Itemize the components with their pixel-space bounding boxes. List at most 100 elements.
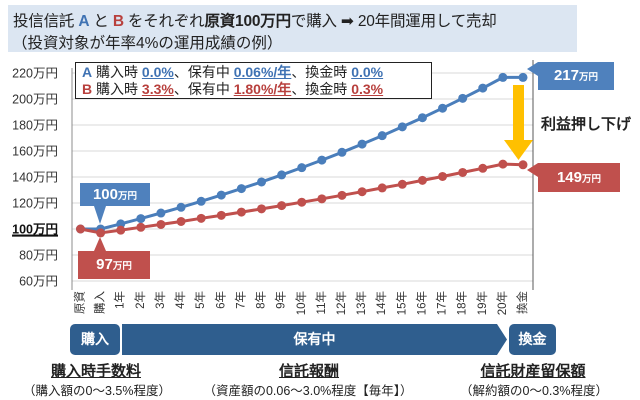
x-tick-label: 換金 [515,291,529,314]
series-b-point [438,171,448,181]
timeline-buy: 購入 [70,324,120,355]
x-tick-label: 20年 [495,291,509,315]
y-tick-label: 140万円 [12,171,58,185]
legend-fund-b: B [82,81,93,97]
fund-a-label: A [78,13,90,30]
series-b-point [297,197,307,207]
header-text: をそれぞれ [123,13,205,30]
series-a-point [417,113,427,123]
callout-value: 149 [556,169,582,186]
timeline-sell: 換金 [509,324,556,355]
series-a-point [438,103,448,113]
series-a-point [397,122,407,132]
x-tick-label: 16年 [414,291,428,315]
x-tick-labels: 原資 購入 1年 2年 3年 4年 5年 6年 7年 8年 9年 10年 11年 12年 13年 14年 15年… [74,291,530,316]
header-banner: 投信信託 A と B をそれぞれ原資100万円で購入 ➡ 20年間運用して売却 … [8,5,577,52]
series-b-point [257,204,267,214]
series-a-point [156,208,166,218]
x-tick-label: 1年 [113,291,127,309]
callout-value: 217 [553,67,579,84]
series-b-point [236,207,246,217]
series-b-point [458,167,468,177]
x-tick-label: 19年 [475,291,489,315]
profit-drag-label: 利益押し下げ [541,116,632,133]
series-a-point [116,219,126,229]
fee-legend: A 購入時 0.0%、保有中 0.06%/年、換金時 0.0% B 購入時 3.… [75,62,432,99]
purchase-fee-detail: （購入額の0～3.5%程度） [23,384,171,398]
trust-fee-detail: （資産額の0.06～3.0%程度【毎年】） [203,384,413,398]
x-tick-label: 10年 [294,291,308,315]
series-a-point [518,72,528,82]
series-a-point [317,155,327,165]
callout-b-end: 149万円 [538,163,620,192]
header-text: と [89,13,113,30]
y-tick-label: 60万円 [19,275,58,289]
x-tick-label: 7年 [233,291,247,309]
retention-fee-title: 信託財産留保額 [480,363,586,380]
series-b-point [156,219,166,229]
y-tick-label: 80万円 [19,249,58,263]
y-tick-label: 220万円 [12,67,58,81]
series-b-point [498,159,508,169]
x-tick-label: 13年 [354,291,368,315]
series-a-point [337,147,347,157]
principal-label: 原資100万円 [204,13,291,30]
series-b-point [357,187,367,197]
header-text: 投信信託 [13,13,79,30]
header-subtitle: （投資対象が年率4%の運用成績の例） [12,35,283,52]
series-b-point [196,213,206,223]
trust-fee-title: 信託報酬 [278,363,340,380]
x-tick-label: 14年 [374,291,388,315]
series-a-point [136,214,146,224]
header-text: で購入 [290,13,341,30]
legend-sell-label: 、換金時 [291,81,348,97]
holding-period-bar [122,324,507,355]
series-a-point [498,72,508,82]
series-b-point [96,228,106,238]
callout-pointer [527,163,538,177]
y-tick-label: 200万円 [12,93,58,107]
arrow-shaft [513,85,524,140]
callout-pointer [94,206,106,224]
series-b-point [216,210,226,220]
series-lines [76,72,528,238]
series-b-point [116,225,126,235]
series-b-point [136,222,146,232]
series-a-point [176,202,186,212]
callout-pointer [94,237,106,251]
callout-a-end: 217万円 [538,62,614,90]
x-tick-label: 17年 [435,291,449,315]
legend-hold-label: 、保有中 [173,81,230,97]
header-text: 20年間運用して売却 [353,13,497,30]
callout-unit: 万円 [118,191,138,202]
profit-drag-arrow-icon [504,85,533,160]
series-a-point [216,190,226,200]
series-a-point [297,163,307,173]
x-tick-label: 5年 [193,291,207,309]
x-tick-label: 購入 [93,291,107,314]
x-tick-label: 18年 [455,291,469,315]
callout-a-start: 100万円 [80,183,150,206]
legend-sell-label: 、換金時 [291,64,348,80]
series-b-point [317,194,327,204]
series-b-point [397,179,407,189]
callout-pointer [527,62,538,76]
x-tick-label: 3年 [153,291,167,309]
y-tick-labels: 60万円 80万円 100万円 120万円 140万円 160万円 180万円 200万円 22… [12,67,58,289]
x-tick-label: 9年 [274,291,288,309]
series-a-point [478,83,488,93]
legend-row-b: B 購入時 3.3%、保有中 1.80%/年、換金時 0.3% [82,81,431,98]
legend-fund-a: A [82,64,93,80]
x-tick-label: 8年 [254,291,268,309]
gridlines [72,72,533,282]
series-a-point [236,184,246,194]
callout-b-start: 97万円 [78,251,150,279]
y-tick-label: 160万円 [12,145,58,159]
callout-unit: 万円 [112,261,132,272]
legend-a-sell-fee: 0.0% [351,64,384,80]
callout-value: 100 [92,186,118,203]
series-a-point [357,139,367,149]
timeline-hold: 保有中 [293,331,336,347]
series-b-point [478,163,488,173]
